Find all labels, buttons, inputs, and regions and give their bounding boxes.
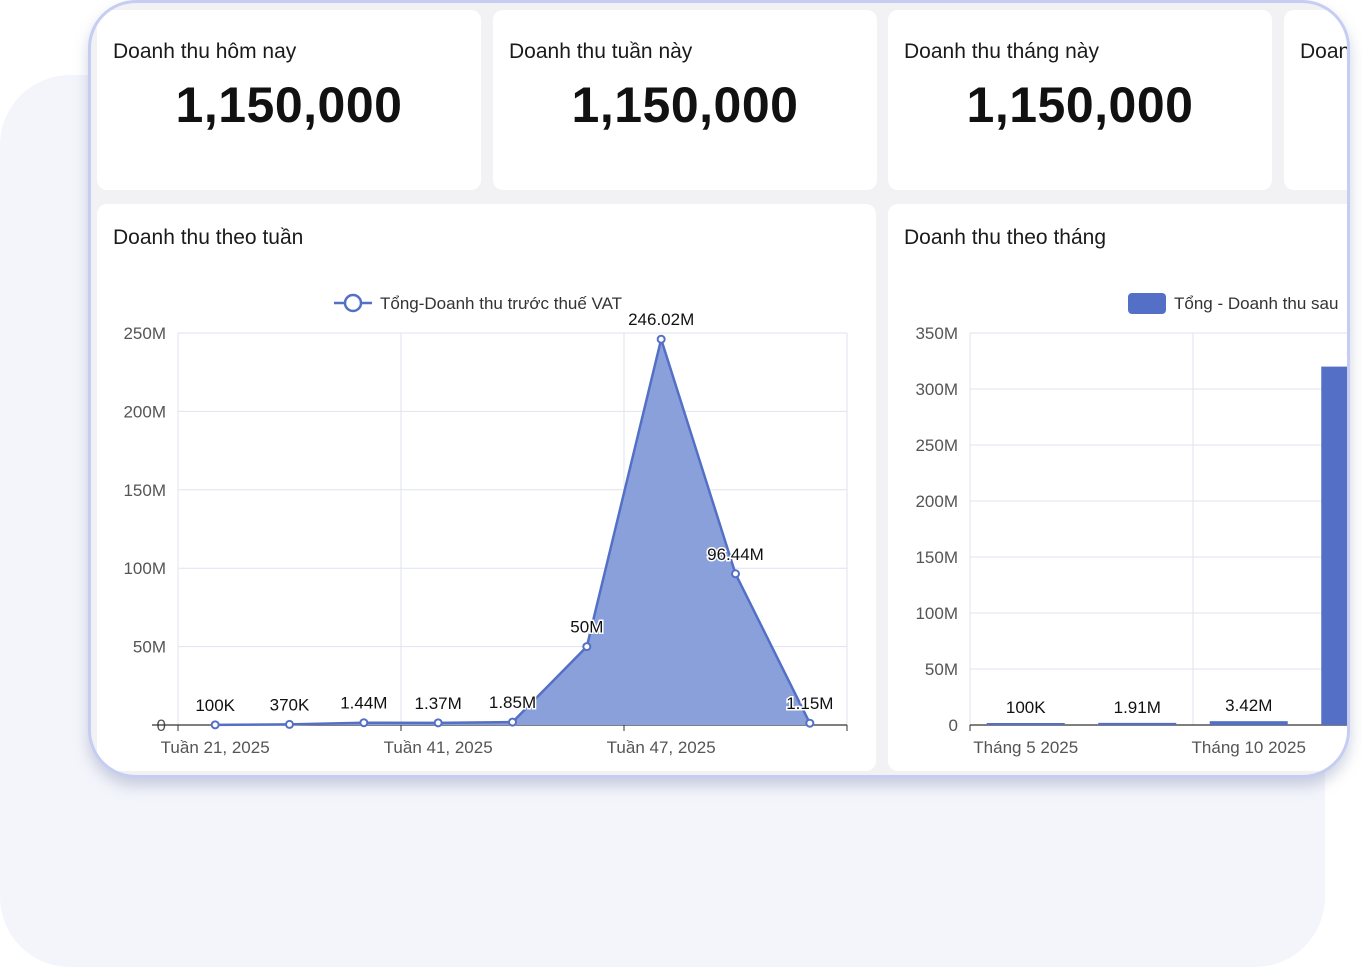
monthly-y-tick-label: 100M xyxy=(915,604,958,623)
weekly-chart-title: Doanh thu theo tuần xyxy=(113,226,304,249)
weekly-data-point xyxy=(359,718,369,728)
weekly-data-label: 96.44M xyxy=(707,545,764,564)
weekly-y-tick-label: 250M xyxy=(123,324,166,343)
stat-card-extra: Doan xyxy=(1284,10,1350,190)
weekly-y-tick-label: 50M xyxy=(133,638,166,657)
stat-value-month: 1,150,000 xyxy=(966,77,1194,133)
weekly-legend-marker xyxy=(343,293,363,313)
monthly-y-tick-label: 350M xyxy=(915,324,958,343)
stat-card-week: Doanh thu tuần này 1,150,000 xyxy=(493,10,877,190)
weekly-data-label: 50M xyxy=(570,618,603,637)
weekly-data-label: 1.85M xyxy=(489,693,536,712)
weekly-y-tick-label: 200M xyxy=(123,402,166,421)
monthly-bar xyxy=(1098,722,1177,725)
weekly-x-tick-label: Tuần 47, 2025 xyxy=(607,738,716,757)
weekly-data-point xyxy=(731,569,740,579)
weekly-data-label: 1.15M xyxy=(786,694,833,713)
monthly-x-tick-label: Tháng 10 2025 xyxy=(1192,738,1306,757)
charts-layer: 0 50M 100M 150M 200M 250M Tuần 21, 2025 Tuần 41… xyxy=(123,293,1350,757)
monthly-legend-marker xyxy=(1128,293,1166,314)
monthly-data-label: 1.91M xyxy=(1114,698,1161,717)
weekly-data-label: 246.02M xyxy=(628,310,694,329)
stat-title-week: Doanh thu tuần này xyxy=(509,40,693,63)
weekly-data-point xyxy=(210,720,220,730)
stat-title-today: Doanh thu hôm nay xyxy=(113,40,297,63)
weekly-data-point xyxy=(582,642,592,652)
weekly-area-fill xyxy=(215,339,810,725)
monthly-chart-card: Doanh thu theo tháng xyxy=(888,204,1347,771)
weekly-data-point xyxy=(656,334,666,344)
stat-card-month: Doanh thu tháng này 1,150,000 xyxy=(888,10,1272,190)
stat-title-month: Doanh thu tháng này xyxy=(904,40,1099,63)
monthly-bar xyxy=(1209,721,1288,725)
monthly-y-tick-label: 250M xyxy=(915,436,958,455)
weekly-data-label: 100K xyxy=(195,696,235,715)
monthly-y-tick-label: 50M xyxy=(925,660,958,679)
monthly-data-label: 320 xyxy=(1346,342,1350,361)
stat-card-today: Doanh thu hôm nay 1,150,000 xyxy=(97,10,481,190)
monthly-x-tick-label: Tháng 5 2025 xyxy=(973,738,1078,757)
monthly-chart-title: Doanh thu theo tháng xyxy=(904,226,1107,249)
dashboard-window: Doanh thu hôm nay 1,150,000 Doanh thu tu… xyxy=(88,0,1350,778)
monthly-data-label: 3.42M xyxy=(1225,696,1272,715)
weekly-data-point xyxy=(508,717,517,727)
weekly-data-label: 370K xyxy=(270,695,310,714)
weekly-x-tick-label: Tuần 41, 2025 xyxy=(384,738,493,757)
stat-title-extra: Doan xyxy=(1300,40,1350,63)
weekly-data-point xyxy=(805,718,815,728)
weekly-data-point xyxy=(433,718,443,728)
monthly-bar xyxy=(1321,366,1347,725)
weekly-data-point xyxy=(285,719,294,729)
weekly-x-tick-label: Tuần 21, 2025 xyxy=(161,738,270,757)
stat-value-week: 1,150,000 xyxy=(571,77,799,133)
stat-value-today: 1,150,000 xyxy=(175,77,403,133)
monthly-y-tick-label: 300M xyxy=(915,380,958,399)
monthly-legend-label: Tổng - Doanh thu sau xyxy=(1174,294,1338,313)
monthly-data-label: 100K xyxy=(1006,698,1046,717)
weekly-y-tick-label: 100M xyxy=(123,559,166,578)
monthly-y-tick-label: 0 xyxy=(949,716,958,735)
weekly-y-tick-label: 150M xyxy=(123,481,166,500)
monthly-bar xyxy=(986,723,1065,725)
weekly-data-label: 1.37M xyxy=(415,694,462,713)
monthly-y-tick-label: 150M xyxy=(915,548,958,567)
monthly-y-tick-label: 200M xyxy=(915,492,958,511)
weekly-data-label: 1.44M xyxy=(340,694,387,713)
weekly-legend-label: Tổng-Doanh thu trước thuế VAT xyxy=(380,294,622,313)
